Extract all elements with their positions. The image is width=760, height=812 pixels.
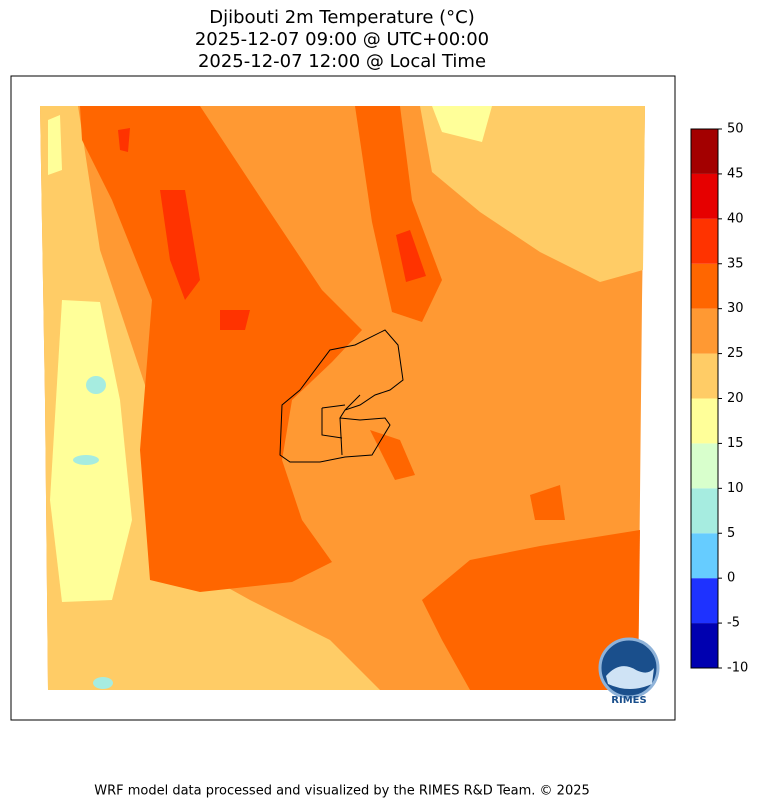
colorbar-band xyxy=(691,353,718,399)
colorbar-tick-label: 15 xyxy=(727,436,744,451)
colorbar-band xyxy=(691,578,718,624)
temp-area xyxy=(422,530,640,690)
country-border xyxy=(279,329,404,463)
temp-area xyxy=(370,430,415,480)
temp-area xyxy=(160,190,200,300)
temp-area xyxy=(396,230,426,282)
temp-area xyxy=(420,106,645,282)
temp-area xyxy=(93,677,113,689)
logo: RIMES xyxy=(598,637,660,706)
colorbar-tick-label: -5 xyxy=(727,616,740,631)
colorbar-band xyxy=(691,398,718,444)
colorbar-tick-label: 45 xyxy=(727,166,744,181)
temp-area xyxy=(118,128,130,152)
map-frame xyxy=(10,75,676,721)
colorbar-band xyxy=(691,443,718,489)
temp-area xyxy=(86,376,106,394)
temp-area xyxy=(530,485,565,520)
colorbar-tick-label: 50 xyxy=(727,122,744,137)
logo-text: RIMES xyxy=(611,695,646,706)
title-line: Djibouti 2m Temperature (°C) xyxy=(209,7,475,28)
colorbar-tick-label: 35 xyxy=(727,256,744,271)
colorbar-tick-label: 5 xyxy=(727,526,735,541)
temp-area xyxy=(220,310,250,330)
colorbar-tick-label: 25 xyxy=(727,346,744,361)
colorbar-band xyxy=(691,129,718,174)
colorbar-band xyxy=(691,533,718,579)
temp-area xyxy=(50,300,132,602)
logo-wave xyxy=(606,666,654,689)
footer: WRF model data processed and visualized … xyxy=(94,784,590,799)
temp-area xyxy=(48,115,62,175)
map xyxy=(40,106,645,690)
temp-area xyxy=(73,455,99,465)
title-line: 2025-12-07 12:00 @ Local Time xyxy=(198,51,486,72)
colorbar-band xyxy=(691,263,718,309)
colorbar-tick-label: 20 xyxy=(727,391,744,406)
colorbar-band xyxy=(691,218,718,264)
colorbar: -10 -5 0 5 10 15 20 25 30 35 40 45 50 xyxy=(690,122,748,676)
colorbar-tick-label: 30 xyxy=(727,301,744,316)
colorbar-tick-label: 10 xyxy=(727,481,744,496)
temp-area xyxy=(80,106,362,592)
colorbar-band xyxy=(691,173,718,219)
colorbar-band xyxy=(691,488,718,534)
colorbar-band xyxy=(691,623,718,668)
colorbar-tick-label: 40 xyxy=(727,211,744,226)
colorbar-tick-label: -10 xyxy=(727,661,748,676)
colorbar-tick-label: 0 xyxy=(727,571,735,586)
colorbar-band xyxy=(691,308,718,354)
temp-area xyxy=(432,106,492,142)
title-line: 2025-12-07 09:00 @ UTC+00:00 xyxy=(195,29,489,50)
